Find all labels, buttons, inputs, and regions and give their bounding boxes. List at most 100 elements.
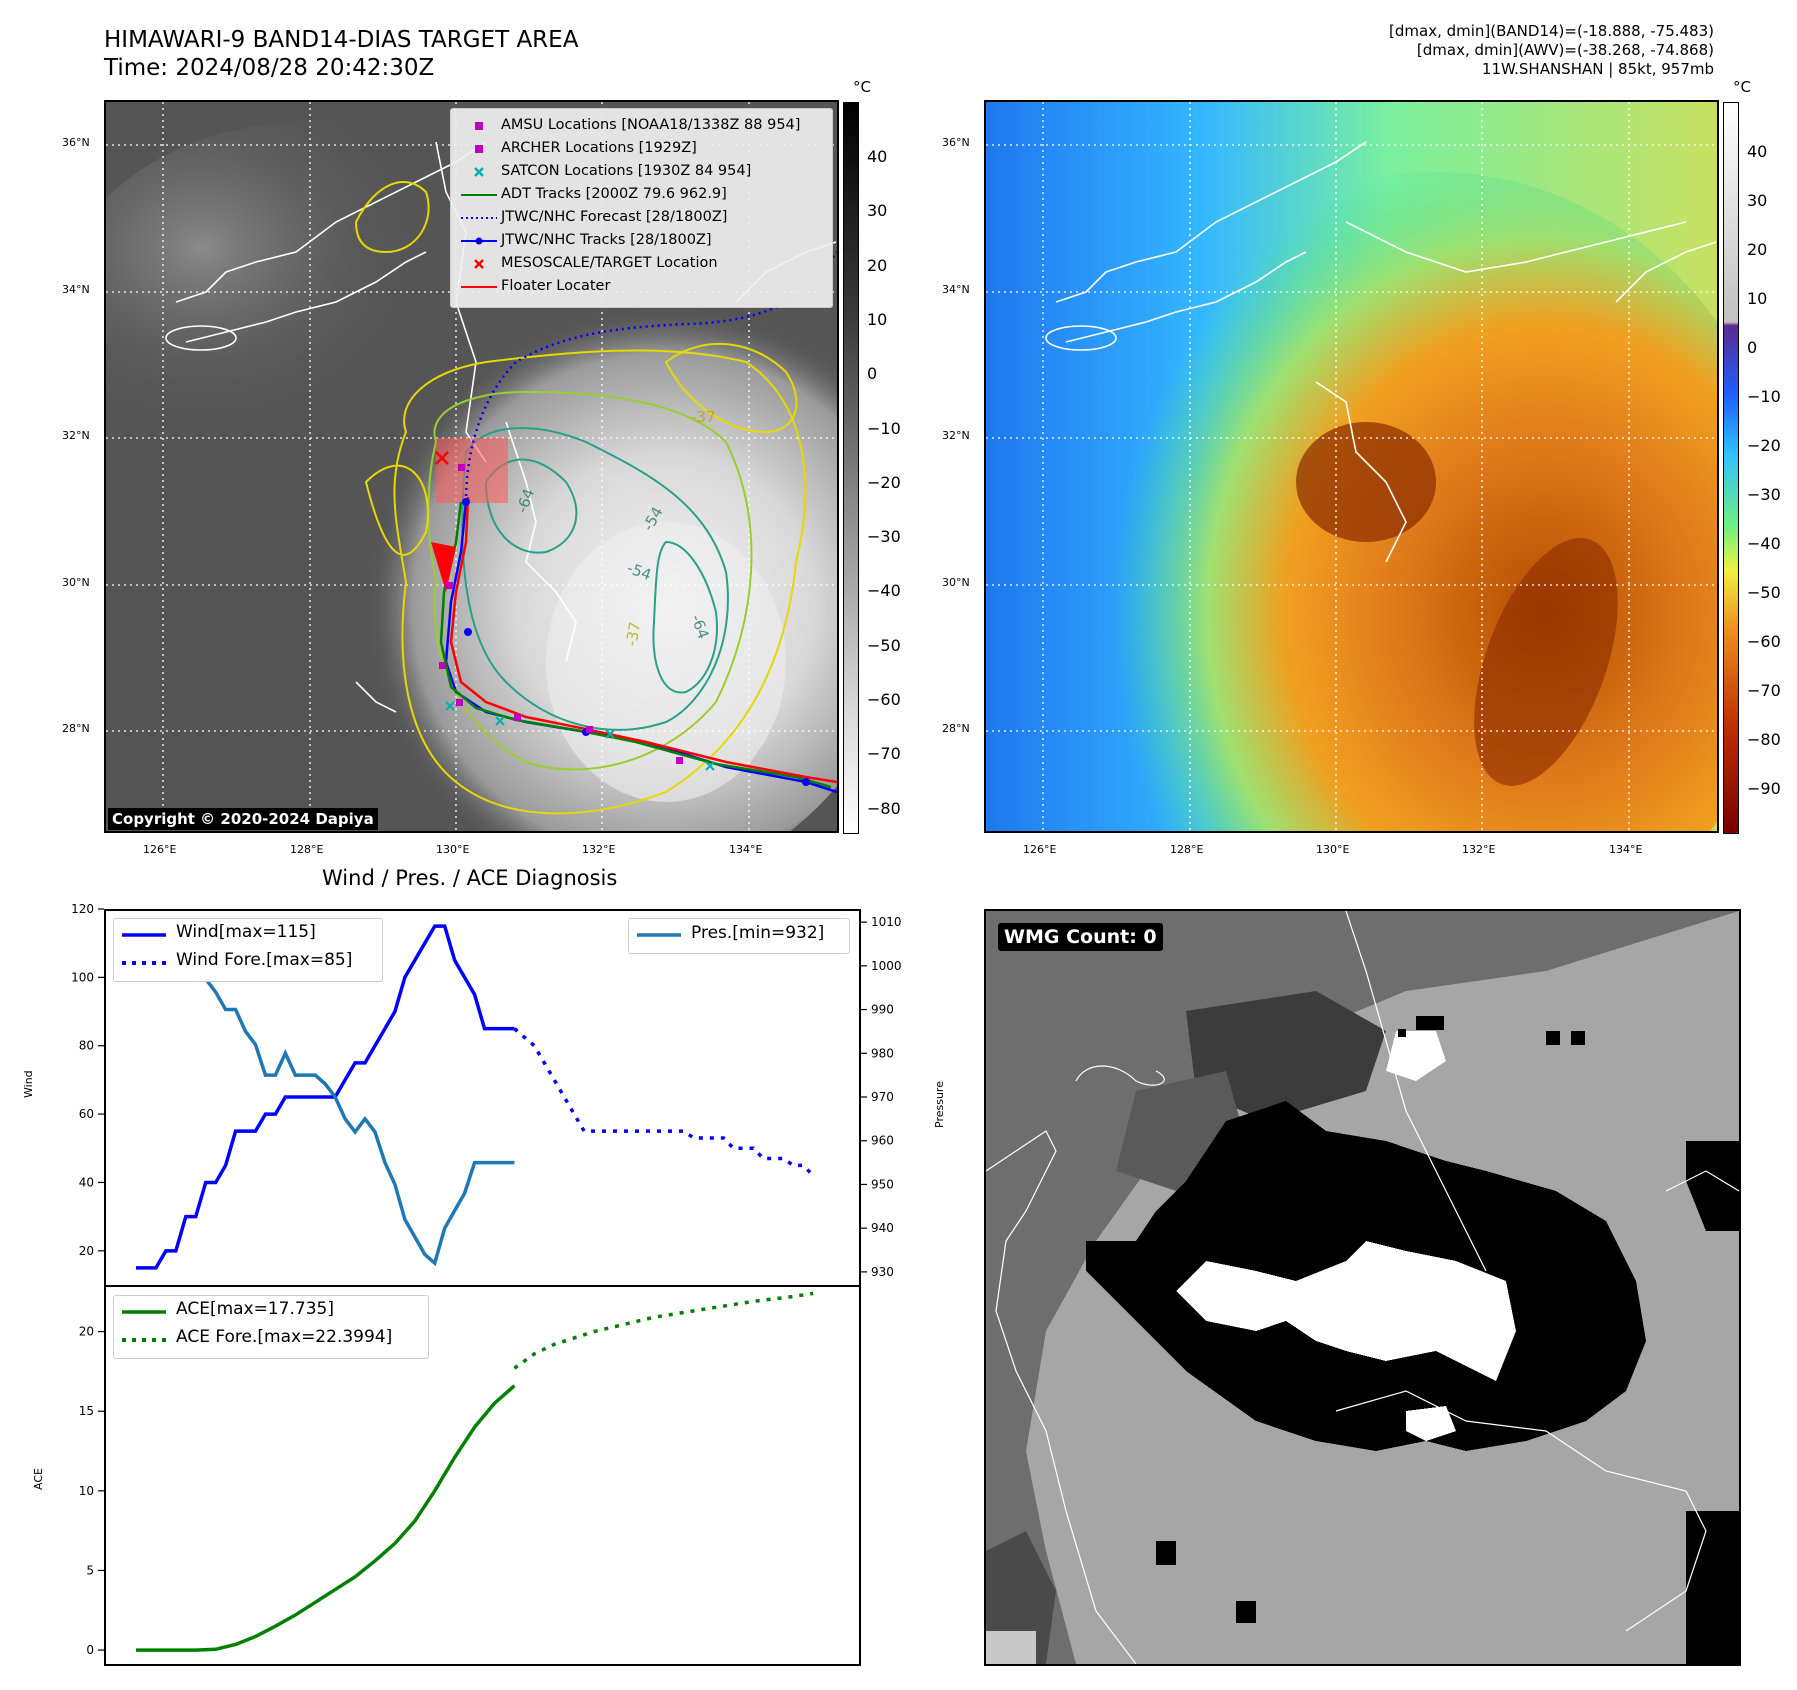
pressure-legend: Pres.[min=932] [628,918,850,954]
lon-label: 134°E [729,843,763,856]
lon-label: 134°E [1609,843,1643,856]
title-line-1: HIMAWARI-9 BAND14-DIAS TARGET AREA [104,27,579,53]
target-area-square [436,438,508,503]
colorbar-tick-label: −30 [1747,485,1781,504]
lat-label: 32°N [942,429,970,442]
ir-color-map [986,102,1717,831]
colorbar-tick-label: −10 [867,418,901,438]
colorbar-tick-label: −20 [1747,436,1781,455]
colorbar-tick-label: 40 [867,147,888,166]
colorbar-tick-label: −40 [1747,534,1781,553]
colorbar-tick-label: −70 [867,744,901,764]
wind-legend: Wind[max=115] Wind Fore.[max=85] [113,918,383,982]
figure-title: HIMAWARI-9 BAND14-DIAS TARGET AREA Time:… [104,26,578,82]
axis-tick-label: 970 [871,1090,894,1104]
axis-tick-label: 15 [79,1404,94,1418]
axis-tick-label: 990 [871,1003,894,1017]
wmg-count-badge: WMG Count: 0 [998,923,1163,951]
wind-legend-label: Wind[max=115] [176,922,316,942]
colorbar-tick-label: −80 [867,798,901,818]
axis-tick-label: 20 [79,1325,94,1339]
colorbar-tick-label: 20 [1747,240,1768,259]
gray-colorbar-unit: °C [853,78,871,96]
wind-forecast-line-icon [122,961,166,965]
axis-tick-label: 10 [79,1484,94,1498]
storm-summary: 11W.SHANSHAN | 85kt, 957mb [1481,60,1714,78]
ace-legend-label: ACE[max=17.735] [176,1299,334,1319]
color-colorbar [1723,102,1739,834]
colorbar-tick-label: 10 [867,309,888,329]
map-legend: AMSU Locations [NOAA18/1338Z 88 954] ARC… [450,108,833,308]
red-line-icon [461,286,497,288]
axis-tick-label: 40 [79,1175,94,1189]
contour-label: -37 [691,408,716,426]
colorbar-tick-label: −30 [867,527,901,547]
axis-tick-label: 930 [871,1265,894,1279]
ir-color-map-panel [984,100,1719,833]
ace-axis-title: ACE [32,1468,45,1490]
contour-label: -37 [622,620,644,647]
diagnosis-divider [104,1285,861,1287]
colorbar-tick-label: 0 [1747,338,1758,357]
wind-forecast-legend-label: Wind Fore.[max=85] [176,950,353,970]
axis-tick-label: 960 [871,1134,894,1148]
colorbar-tick-label: −50 [1747,583,1781,602]
ace-line-icon [122,1310,166,1314]
ace-forecast-line-icon [122,1338,166,1342]
awv-range: [dmax, dmin](AWV)=(-38.268, -74.868) [1416,41,1714,59]
magenta-square-icon [475,145,483,153]
wmg-panel: WMG Count: 0 [984,909,1741,1666]
lon-label: 126°E [1023,843,1057,856]
lon-label: 132°E [1462,843,1496,856]
axis-tick-label: 5 [86,1563,94,1577]
pressure-line-icon [637,933,681,937]
intensity-summary: [dmax, dmin](BAND14)=(-18.888, -75.483) … [1389,22,1714,79]
series-line [513,1027,815,1177]
colorbar-tick-label: −90 [1747,779,1781,798]
axis-tick-label: 60 [79,1107,94,1121]
colorbar-tick-label: 10 [1747,289,1768,308]
ir-gray-map-panel: -37 -64 -54 -54 -64 -37 [104,100,839,833]
series-line [136,1384,516,1652]
lon-label: 130°E [436,843,470,856]
lat-label: 34°N [62,283,90,296]
colorbar-tick-label: 0 [867,364,878,384]
colorbar-tick-label: −60 [1747,632,1781,651]
axis-tick-label: 20 [79,1244,94,1258]
ace-legend: ACE[max=17.735] ACE Fore.[max=22.3994] [113,1295,429,1359]
axis-tick-label: 1010 [871,915,902,929]
axis-tick-label: 80 [79,1039,94,1053]
colorbar-tick-label: −70 [1747,681,1781,700]
lat-label: 28°N [942,722,970,735]
lat-label: 32°N [62,429,90,442]
axis-tick-label: 1000 [871,959,902,973]
colorbar-tick-label: −40 [867,581,901,601]
series-line [136,924,515,1270]
blue-line-dot-icon [461,237,497,245]
axis-tick-label: 980 [871,1046,894,1060]
wmg-image [986,911,1739,1664]
green-line-icon [461,194,497,196]
axis-tick-label: 940 [871,1221,894,1235]
diagnosis-title: Wind / Pres. / ACE Diagnosis [322,866,618,890]
colorbar-tick-label: −50 [867,635,901,655]
lat-label: 36°N [62,136,90,149]
colorbar-tick-label: 30 [867,201,888,221]
gray-colorbar [843,102,859,834]
lon-label: 130°E [1316,843,1350,856]
axis-tick-label: 120 [71,902,94,916]
lon-label: 128°E [1170,843,1204,856]
colorbar-tick-label: 30 [1747,191,1768,210]
magenta-square-icon [475,122,483,130]
floater-track [449,496,837,784]
axis-tick-label: 100 [71,970,94,984]
series-line [513,1291,814,1370]
lon-label: 128°E [290,843,324,856]
ace-forecast-legend-label: ACE Fore.[max=22.3994] [176,1327,393,1347]
lat-label: 30°N [942,576,970,589]
colorbar-tick-label: −80 [1747,730,1781,749]
pressure-legend-label: Pres.[min=932] [691,923,825,943]
axis-tick-label: 0 [86,1643,94,1657]
blue-dotted-line-icon [461,217,497,219]
lat-label: 30°N [62,576,90,589]
